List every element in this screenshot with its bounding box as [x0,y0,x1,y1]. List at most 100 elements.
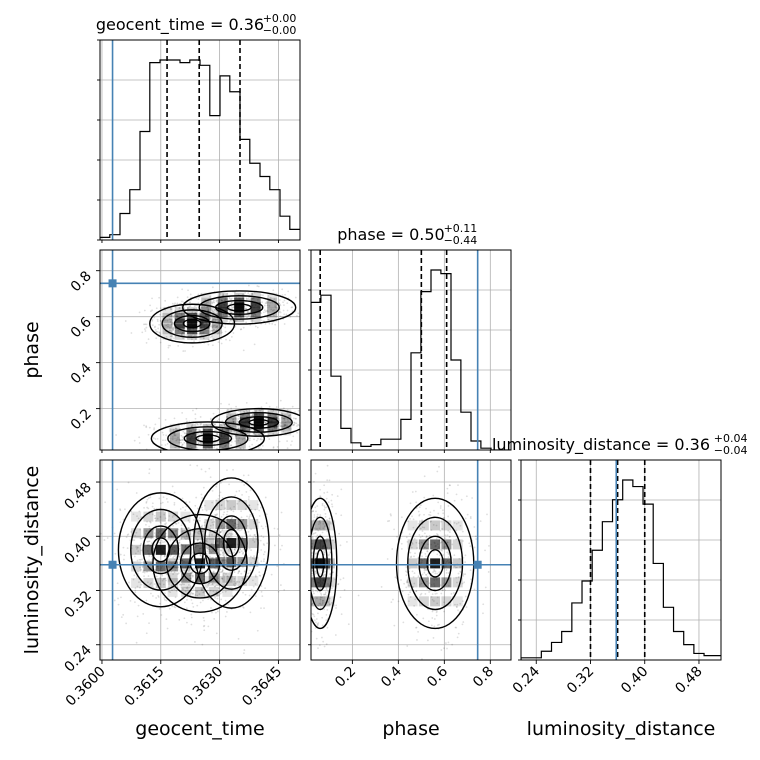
sample-point [154,517,157,520]
sample-point [167,346,170,349]
sample-point [170,314,173,317]
sample-point [195,428,198,431]
sample-point [172,326,175,329]
sample-point [224,599,227,602]
contour-line [418,535,452,592]
sample-point [234,452,236,454]
sample-point [208,582,210,585]
sample-point [289,315,292,318]
sample-point [196,321,199,324]
sample-point [218,320,221,323]
sample-point [183,432,186,434]
sample-point [264,562,267,565]
sample-point [440,592,443,595]
sample-point [308,566,310,568]
x-tick-label: 0.3630 [180,664,226,710]
contour-line [182,290,297,325]
sample-point [141,331,144,334]
sample-point [178,307,181,309]
sample-point [122,546,125,549]
sample-point [221,529,224,532]
sample-point [242,591,244,594]
sample-point [216,313,219,316]
sample-point [258,409,261,412]
y-axis-label-luminosity_distance: luminosity_distance [21,466,43,655]
sample-point [440,649,443,651]
sample-point [220,525,223,528]
density-bin [155,544,166,555]
density-bin [267,297,278,308]
sample-point [306,525,308,527]
sample-point [226,510,229,513]
sample-point [415,590,418,593]
sample-point [423,475,426,478]
sample-point [433,618,436,620]
sample-point [446,487,449,490]
sample-point [209,555,211,558]
sample-point [322,599,324,602]
density-bin [235,428,246,439]
sample-point [211,316,213,319]
sample-point [201,589,203,592]
sample-point [324,512,327,515]
sample-point [262,560,265,562]
sample-point [256,629,259,632]
sample-point [182,549,184,552]
sample-point [433,600,435,602]
sample-point [192,452,194,454]
sample-point [205,538,208,541]
sample-point [164,592,166,595]
sample-point [263,304,266,307]
sample-point [209,308,212,310]
sample-point [254,595,257,597]
sample-point [269,301,272,304]
sample-point [145,500,148,503]
sample-point [180,332,183,335]
sample-point [169,344,171,347]
sample-point [165,335,168,338]
sample-point [322,575,325,578]
sample-point [180,527,183,530]
sample-point [182,332,185,335]
sample-point [171,302,174,305]
sample-point [234,435,237,438]
sample-point [321,596,323,599]
truth-marker [108,279,117,288]
sample-point [143,424,145,427]
contour-line [117,492,204,608]
sample-point [319,587,322,590]
sample-point [158,296,161,299]
x-tick-label: 0.3645 [239,664,285,710]
contour-line [426,549,444,578]
density-bin [311,596,321,607]
sample-point [230,534,232,536]
sample-point [169,539,172,542]
sample-point [458,576,460,578]
density-bin [320,520,331,531]
sample-point [290,306,293,309]
sample-point [158,331,161,334]
sample-point [178,558,181,561]
sample-point [160,539,163,542]
sample-point [186,621,188,624]
density-bin [281,425,292,436]
density-bin [181,558,192,569]
x-tick-label: 0.8 [470,664,497,691]
density-bin [174,318,185,329]
sample-point [251,414,254,416]
sample-point [303,612,305,614]
density-bin [143,544,154,555]
sample-point [134,589,137,592]
sample-point [227,408,229,411]
density-bin [180,578,191,589]
sample-point [215,429,217,432]
sample-point [235,418,238,421]
sample-point [391,548,394,550]
sample-point [126,547,129,550]
sample-point [210,307,213,309]
sample-point [137,570,139,573]
sample-point [190,623,193,626]
sample-point [276,446,279,448]
sample-point [239,410,241,413]
density-bin [240,417,251,428]
